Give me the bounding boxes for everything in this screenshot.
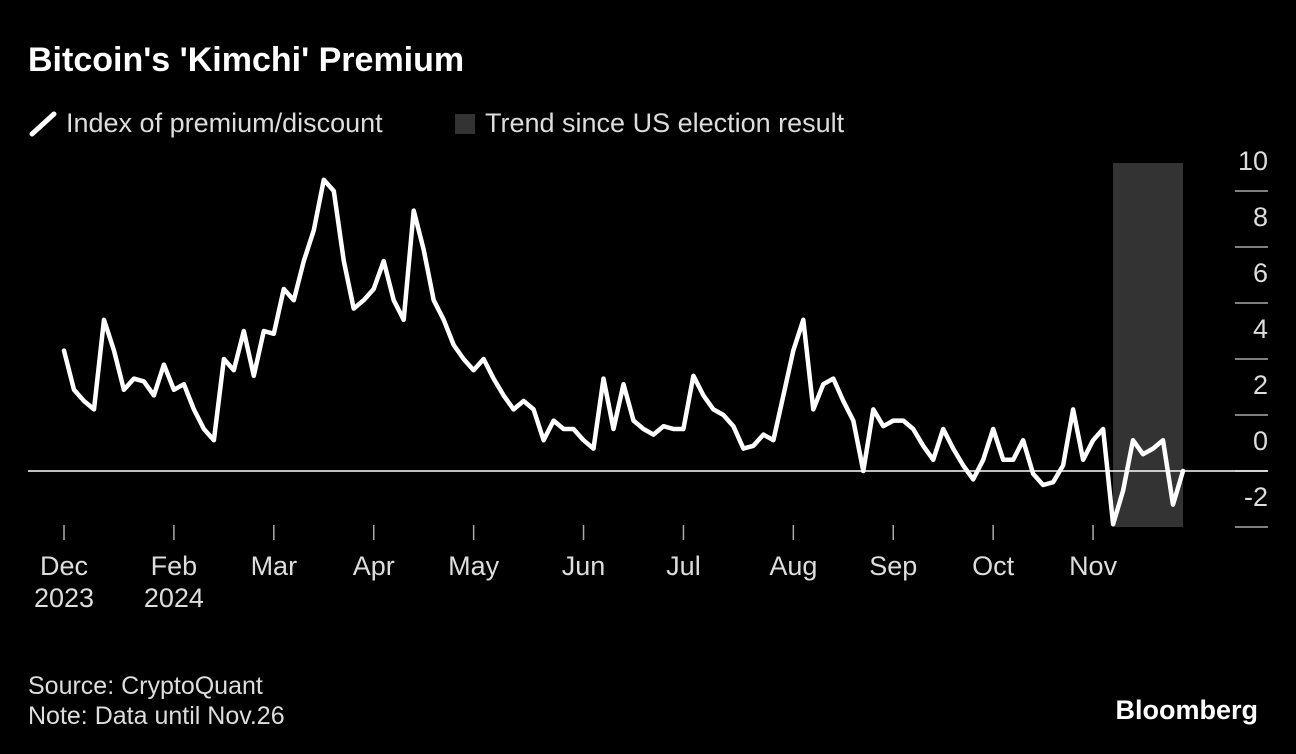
x-tick-label: Sep	[869, 551, 918, 581]
x-tick-label: Dec 2023	[33, 551, 95, 613]
highlight-band	[1113, 163, 1183, 527]
y-tick-label: 0	[1253, 426, 1268, 456]
x-tick-label: Feb 2024	[143, 551, 204, 613]
source: Source: CryptoQuant	[28, 672, 263, 700]
y-tick-label: 6	[1253, 258, 1268, 288]
y-tick-label: 4	[1253, 314, 1268, 344]
legend-band-icon	[455, 114, 475, 134]
y-tick-label: 10	[1238, 146, 1268, 176]
x-tick-label: May	[448, 551, 500, 581]
x-tick-label: Jul	[666, 551, 701, 581]
legend-line-icon	[29, 111, 57, 137]
x-tick-label: Jun	[561, 551, 606, 581]
data-line	[61, 177, 1186, 527]
x-tick-label: Aug	[769, 551, 818, 581]
x-tick-label: Mar	[250, 551, 298, 581]
y-tick-label: 8	[1253, 202, 1268, 232]
x-tick-label: Apr	[352, 551, 395, 581]
brand: Bloomberg	[1115, 695, 1258, 725]
legend-label: Index of premium/discount	[66, 108, 383, 138]
chart-title: Bitcoin's 'Kimchi' Premium	[28, 41, 464, 79]
legend-label: Trend since US election result	[485, 108, 845, 138]
x-tick-label: Nov	[1069, 551, 1118, 581]
note: Note: Data until Nov.26	[28, 702, 285, 730]
y-tick-label: -2	[1244, 482, 1268, 512]
y-tick-label: 2	[1253, 370, 1268, 400]
x-tick-label: Oct	[972, 551, 1015, 581]
